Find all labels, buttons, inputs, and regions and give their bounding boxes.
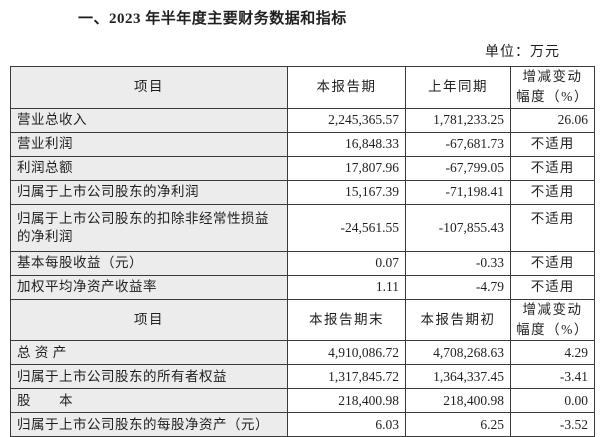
current-value-cell: 1.11	[287, 274, 406, 300]
change-cell: 不适用	[510, 274, 595, 300]
change-cell: 4.29	[510, 340, 595, 365]
item-cell: 归属于上市公司股东的所有者权益	[10, 364, 288, 389]
change-cell: 26.06	[510, 107, 595, 133]
prior-value-cell: 6.25	[405, 412, 511, 437]
change-cell: 不适用	[510, 179, 595, 205]
unit-label: 单位：万元	[485, 45, 560, 60]
table-row: 加权平均净资产收益率 1.11 -4.79 不适用	[10, 274, 595, 300]
table-row: 归属于上市公司股东的扣除非经常性损益的净利润 -24,561.55 -107,855…	[10, 203, 595, 252]
table-row: 归属于上市公司股东的所有者权益 1,317,845.72 1,364,337.45-…	[10, 364, 595, 389]
change-cell: 不适用	[510, 131, 595, 157]
current-value-cell: 218,400.98	[287, 388, 406, 413]
item-cell: 股 本	[10, 388, 288, 413]
current-value-cell: 6.03	[287, 412, 406, 437]
change-cell: 不适用	[510, 155, 595, 181]
financial-table: 项目 本报告期 上年同期 增减变动 幅度（%） 营业总收入 2,245,365.57 1,7…	[10, 66, 595, 437]
item-cell: 归属于上市公司股东的扣除非经常性损益的净利润	[10, 203, 288, 252]
prior-value-cell: -107,855.43	[405, 203, 511, 252]
current-value-cell: 1,317,845.72	[287, 364, 406, 389]
current-value-cell: 15,167.39	[287, 179, 406, 205]
item-cell: 基本每股收益（元）	[10, 250, 288, 276]
column-header: 本报告期初	[405, 298, 511, 341]
prior-value-cell: 1,364,337.45	[405, 364, 511, 389]
prior-value-cell: 4,708,268.63	[405, 340, 511, 365]
column-header: 增减变动 幅度（%）	[510, 298, 595, 341]
prior-value-cell: 1,781,233.25	[405, 107, 511, 133]
column-header: 项目	[10, 66, 288, 109]
table-row: 基本每股收益（元） 0.07 -0.33 不适用	[10, 250, 595, 276]
prior-value-cell: 218,400.98	[405, 388, 511, 413]
current-value-cell: 16,848.33	[287, 131, 406, 157]
table-row: 营业利润 16,848.33 -67,681.73 不适用	[10, 131, 595, 157]
item-cell: 归属于上市公司股东的净利润	[10, 179, 288, 205]
item-cell: 营业总收入	[10, 107, 288, 133]
prior-value-cell: -67,799.05	[405, 155, 511, 181]
item-cell: 利润总额	[10, 155, 288, 181]
item-cell: 总 资 产	[10, 340, 288, 365]
section-title: 一、2023 年半年度主要财务数据和指标	[78, 11, 347, 27]
prior-value-cell: -0.33	[405, 250, 511, 276]
current-value-cell: -24,561.55	[287, 203, 406, 252]
item-cell: 归属于上市公司股东的每股净资产（元）	[10, 412, 288, 437]
prior-value-cell: -71,198.41	[405, 179, 511, 205]
change-cell: 0.00	[510, 388, 595, 413]
table-row: 归属于上市公司股东的每股净资产（元） 6.03 6.25 -3.52	[10, 412, 595, 437]
change-cell: 不适用	[510, 203, 595, 252]
column-header: 项目	[10, 298, 288, 341]
item-cell: 营业利润	[10, 131, 288, 157]
column-header: 增减变动 幅度（%）	[510, 66, 595, 109]
change-cell: 不适用	[510, 250, 595, 276]
item-cell: 加权平均净资产收益率	[10, 274, 288, 300]
current-value-cell: 17,807.96	[287, 155, 406, 181]
prior-value-cell: -67,681.73	[405, 131, 511, 157]
current-value-cell: 2,245,365.57	[287, 107, 406, 133]
table-row: 总 资 产 4,910,086.72 4,708,268.63 4.29	[10, 340, 595, 365]
column-header: 本报告期末	[287, 298, 406, 341]
column-header: 本报告期	[287, 66, 406, 109]
change-cell: -3.41	[510, 364, 595, 389]
financial-table-body: 项目 本报告期 上年同期 增减变动 幅度（%） 营业总收入 2,245,365.57 1,7…	[10, 66, 595, 437]
current-value-cell: 0.07	[287, 250, 406, 276]
current-value-cell: 4,910,086.72	[287, 340, 406, 365]
change-cell: -3.52	[510, 412, 595, 437]
prior-value-cell: -4.79	[405, 274, 511, 300]
table-row: 利润总额 17,807.96 -67,799.05 不适用	[10, 155, 595, 181]
table-row: 股 本 218,400.98 218,400.98 0.00	[10, 388, 595, 413]
column-header: 上年同期	[405, 66, 511, 109]
table-row: 归属于上市公司股东的净利润 15,167.39 -71,198.41 不适用	[10, 179, 595, 205]
table-row: 营业总收入 2,245,365.57 1,781,233.25 26.06	[10, 107, 595, 133]
header-row: 项目 本报告期 上年同期 增减变动 幅度（%）	[10, 66, 595, 109]
header-row: 项目 本报告期末 本报告期初 增减变动 幅度（%）	[10, 298, 595, 341]
